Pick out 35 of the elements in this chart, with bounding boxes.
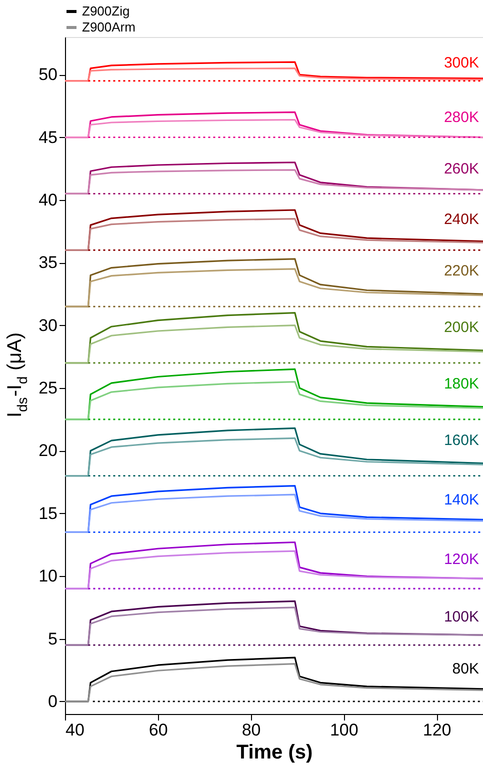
y-tick-label: 20 (38, 441, 58, 460)
line-series (65, 494, 483, 534)
y-tick-label: 50 (38, 65, 58, 84)
annotation: 260K (444, 160, 479, 178)
y-tick-label: 5 (48, 629, 58, 648)
annotation: 160K (444, 432, 479, 449)
x-tick-label: 120 (422, 720, 452, 740)
x-tick-label: 100 (330, 720, 358, 740)
annotation: 220K (444, 262, 479, 280)
line-series (65, 68, 483, 82)
annotation: 140K (444, 491, 479, 508)
annotation: 280K (444, 109, 479, 126)
legend-label: Z900Arm (82, 20, 136, 34)
x-tick-label: 60 (148, 720, 168, 740)
x-axis-title: Time (s) (236, 742, 313, 764)
y-tick-label: 0 (48, 692, 58, 711)
annotation: 240K (444, 211, 479, 228)
y-tick-label: 35 (38, 253, 58, 272)
x-tick-label: 40 (66, 720, 84, 740)
y-axis-title: Ids-Id (μA) (4, 332, 30, 418)
y-tick-label: 10 (38, 566, 58, 586)
annotation: 200K (444, 319, 479, 336)
annotation: 100K (444, 608, 479, 626)
y-tick-label: 45 (38, 128, 58, 147)
annotation: 80K (452, 660, 479, 678)
annotation: 120K (444, 550, 479, 568)
y-tick-label: 15 (38, 504, 58, 523)
annotation: 180K (444, 375, 479, 392)
y-tick-label: 30 (38, 316, 58, 335)
x-tick-label: 80 (242, 720, 261, 740)
legend-label: Z900Zig (82, 4, 130, 18)
line-series (65, 550, 483, 590)
y-tick-label: 25 (38, 378, 58, 398)
y-tick-label: 40 (38, 190, 58, 210)
annotation: 300K (444, 54, 479, 72)
